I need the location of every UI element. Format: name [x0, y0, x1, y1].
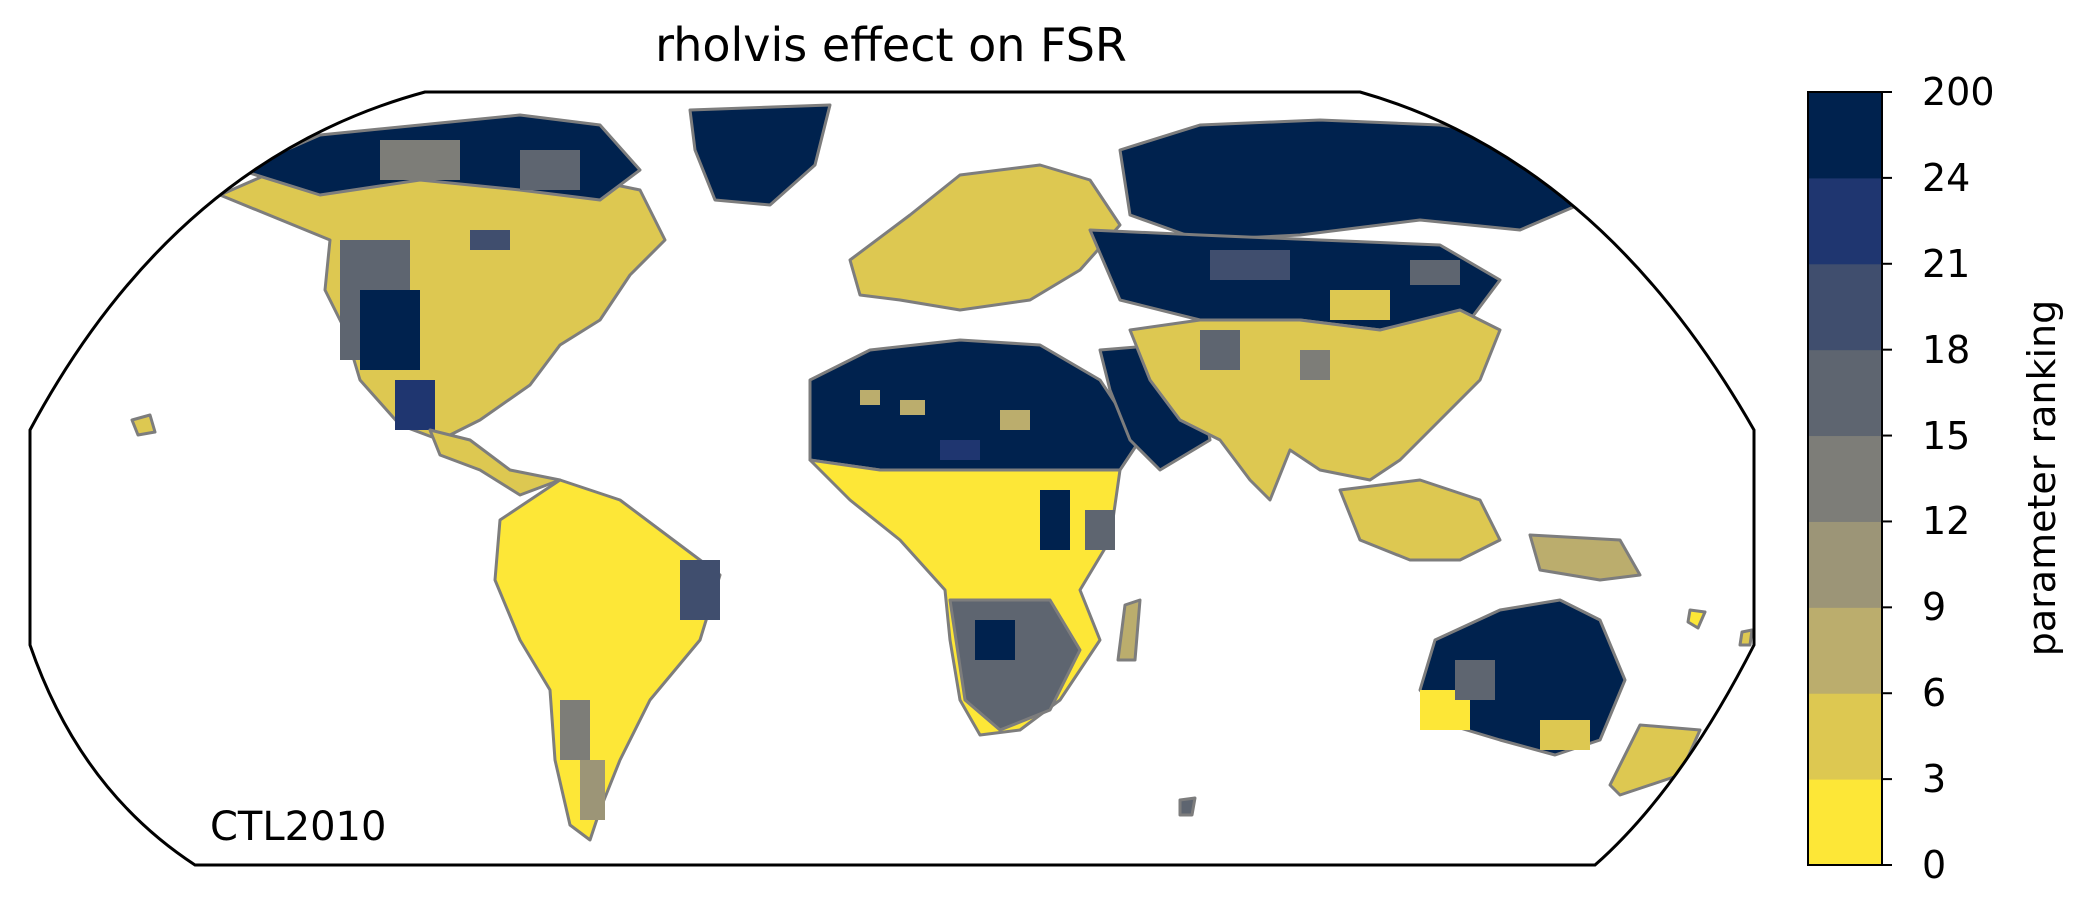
land-small-island	[1178, 796, 1197, 817]
map-boundary	[28, 90, 1756, 867]
grid-cell-block	[580, 760, 605, 820]
grid-cell-block	[1350, 130, 1460, 170]
grid-cell-block	[380, 140, 460, 180]
colorbar-tick-label: 24	[1922, 155, 1971, 200]
land-pacific-island	[1738, 628, 1754, 647]
land-south-america	[493, 478, 722, 842]
colorbar-tick-label: 15	[1922, 413, 1971, 458]
grid-cell-block	[360, 290, 420, 370]
colorbar-segment	[1808, 92, 1882, 179]
grid-cell-block	[900, 400, 925, 415]
land-europe	[848, 163, 1122, 312]
land-south-asia	[1128, 308, 1502, 502]
land-greenland	[688, 103, 832, 207]
panel-label: CTL2010	[210, 804, 387, 850]
colorbar-segment	[1808, 177, 1882, 265]
grid-cell-block	[560, 700, 590, 760]
colorbar-label: parameter ranking	[2020, 299, 2064, 657]
colorbar-tick-label: 21	[1922, 241, 1971, 286]
land-new-guinea	[1528, 533, 1642, 582]
grid-cell-block	[1330, 290, 1390, 320]
colorbar-segment	[1808, 521, 1882, 608]
land-new-zealand	[1608, 723, 1702, 797]
chart-title: rholvis effect on FSR	[655, 18, 1127, 72]
grid-cell-block	[1410, 260, 1460, 285]
land-hawaii	[130, 413, 157, 437]
colorbar-segment	[1808, 693, 1882, 780]
grid-cell-block	[1480, 150, 1540, 185]
land-madagascar	[1116, 598, 1142, 662]
colorbar-tick-label: 18	[1922, 327, 1971, 372]
colorbar-segment	[1808, 263, 1882, 351]
grid-cell-block	[1085, 510, 1115, 550]
grid-cell-block	[520, 150, 580, 190]
colorbar-tick-label: 0	[1922, 843, 1947, 887]
colorbar-tick-label: 6	[1922, 671, 1947, 716]
grid-cell-block	[975, 620, 1015, 660]
grid-cell-block	[1300, 350, 1330, 380]
colorbar-tick-label: 12	[1922, 499, 1971, 544]
land-central-america	[428, 428, 562, 497]
colorbar-segment	[1808, 349, 1882, 437]
colorbar-tick-label: 9	[1922, 585, 1947, 630]
land-australia	[1418, 598, 1627, 757]
grid-cell-block	[1180, 140, 1280, 175]
colorbar-frame	[1807, 91, 1883, 866]
grid-cell-block	[1200, 330, 1240, 370]
colorbar-tick-label: 200	[1922, 70, 1995, 114]
grid-cell-block	[940, 440, 980, 460]
colorbar-segment	[1808, 607, 1882, 694]
grid-cell-block	[470, 230, 510, 250]
grid-cell-block	[1040, 490, 1070, 550]
colorbar	[1807, 91, 1892, 866]
grid-cell-block	[680, 560, 720, 620]
grid-cell-block	[860, 390, 880, 405]
grid-cell-block	[1455, 660, 1495, 700]
grid-cell-block	[1540, 720, 1590, 750]
colorbar-segment	[1808, 779, 1882, 866]
land-maritime-se-asia	[1338, 478, 1502, 562]
grid-cell-block	[1210, 250, 1290, 280]
land-pacific-island	[1686, 608, 1707, 630]
colorbar-segment	[1808, 435, 1882, 522]
grid-cell-block	[1000, 410, 1030, 430]
grid-cell-block	[395, 380, 435, 430]
world-map	[130, 103, 1754, 842]
colorbar-tick-label: 3	[1922, 757, 1947, 802]
